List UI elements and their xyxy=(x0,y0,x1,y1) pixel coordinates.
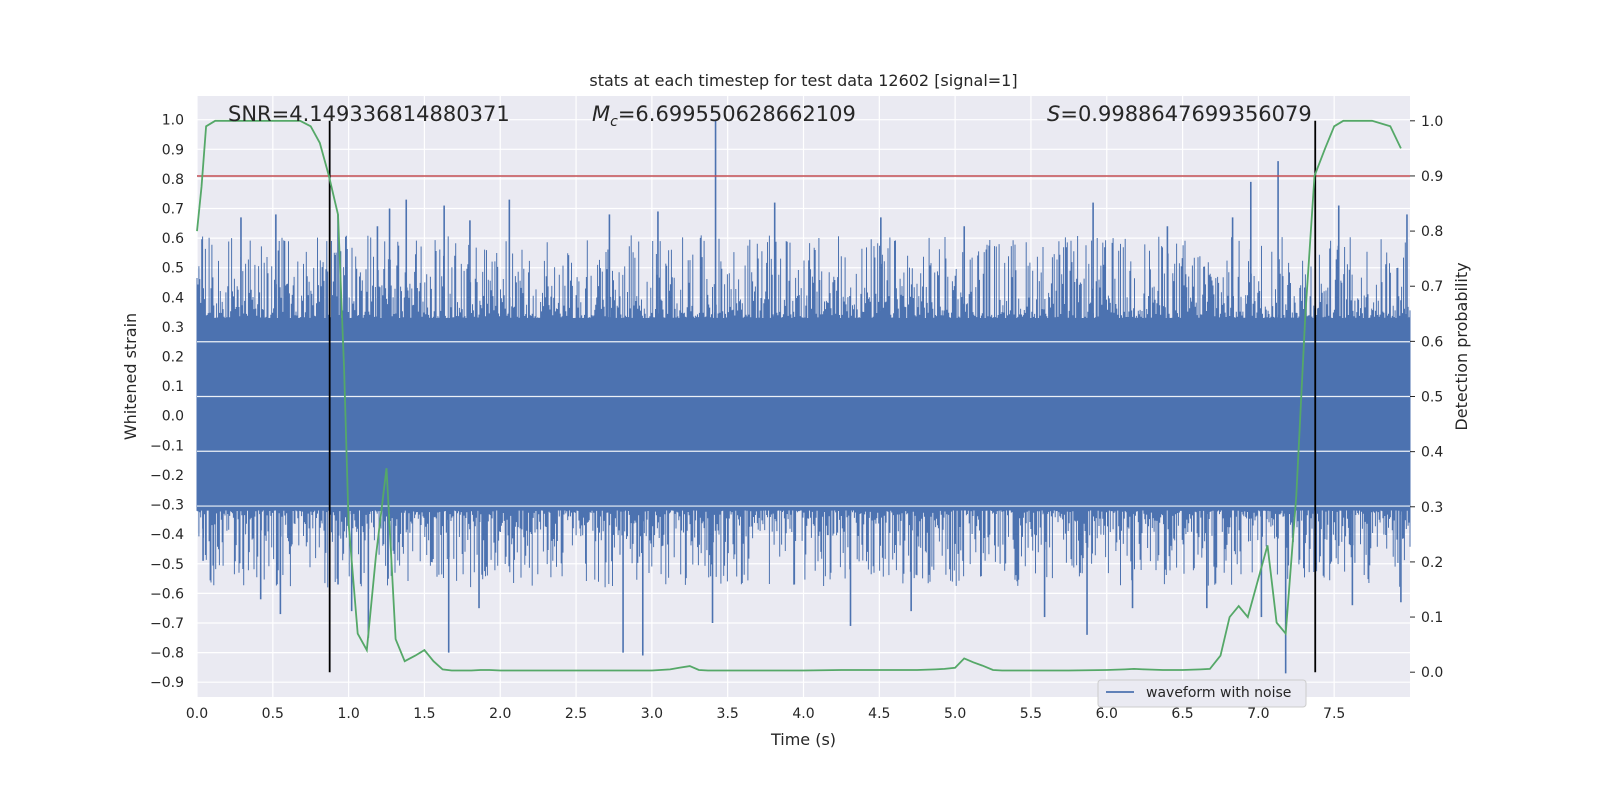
x-tick-label: 1.0 xyxy=(337,706,359,722)
y-tick-label: 0.4 xyxy=(162,290,184,306)
s-symbol: S xyxy=(1047,102,1060,126)
y-right-tick-label: 0.1 xyxy=(1421,610,1443,626)
mc-symbol: M xyxy=(592,102,610,126)
waveform-noise-line xyxy=(196,235,1411,588)
y-right-tick-label: 0.8 xyxy=(1421,224,1443,240)
detection-probability-line xyxy=(196,119,1402,672)
y-tick-label: −0.3 xyxy=(150,498,184,514)
x-tick-label: 3.0 xyxy=(641,706,663,722)
x-tick-label: 0.5 xyxy=(262,706,284,722)
y-tick-label: 0.1 xyxy=(162,379,184,395)
chart-title: stats at each timestep for test data 126… xyxy=(589,71,1017,90)
y-tick-label: −0.4 xyxy=(150,527,184,543)
x-tick-label: 5.5 xyxy=(1020,706,1042,722)
y-tick-label: −0.9 xyxy=(150,675,184,691)
x-tick-label: 0.0 xyxy=(186,706,208,722)
y-axis-right-label: Detection probability xyxy=(1452,262,1471,430)
y-tick-label: −0.2 xyxy=(150,468,184,484)
x-tick-label: 2.5 xyxy=(565,706,587,722)
overlay-layer xyxy=(197,120,1410,673)
x-tick-label: 7.5 xyxy=(1323,706,1345,722)
x-tick-label: 5.0 xyxy=(944,706,966,722)
legend-box xyxy=(1097,679,1307,708)
x-tick-label: 6.0 xyxy=(1096,706,1118,722)
chirp-mass-annotation: Mc=6.699550628662109 xyxy=(592,102,856,130)
x-tick-label: 2.0 xyxy=(489,706,511,722)
mc-subscript: c xyxy=(610,114,618,130)
tick-labels: 0.0 0.5 1.0 1.5 2.0 2.5 3.0 3.5 4.0 4.5 5.0 5.5 6.0 6… xyxy=(150,113,1443,722)
x-tick-label: 4.5 xyxy=(868,706,890,722)
y-right-tick-label: 0.5 xyxy=(1421,390,1443,406)
y-right-tick-label: 0.7 xyxy=(1421,279,1443,295)
x-tick-label: 6.5 xyxy=(1171,706,1193,722)
y-right-tick-label: 0.0 xyxy=(1421,665,1443,681)
y-tick-label: 0.5 xyxy=(162,261,184,277)
y-tick-label: 0.2 xyxy=(162,350,184,366)
y-right-tick-label: 0.2 xyxy=(1421,555,1443,571)
y-tick-label: −0.1 xyxy=(150,438,184,454)
y-tick-label: 1.0 xyxy=(162,113,184,129)
legend-label: waveform with noise xyxy=(1146,685,1291,701)
y-right-tick-label: 1.0 xyxy=(1421,114,1443,130)
x-tick-label: 4.0 xyxy=(792,706,814,722)
y-right-tick-label: 0.4 xyxy=(1421,445,1443,461)
s-value: =0.9988647699356079 xyxy=(1060,102,1311,126)
snr-annotation: SNR=4.149336814880371 xyxy=(228,102,510,126)
y-tick-label: −0.5 xyxy=(150,557,184,573)
x-axis-label: Time (s) xyxy=(770,730,836,749)
score-annotation: S=0.9988647699356079 xyxy=(1047,102,1312,126)
x-tick-label: 7.0 xyxy=(1247,706,1269,722)
y-right-tick-label: 0.9 xyxy=(1421,169,1443,185)
y-axis-label: Whitened strain xyxy=(121,313,140,440)
y-right-tick-label: 0.3 xyxy=(1421,500,1443,516)
y-tick-label: 0.7 xyxy=(162,202,184,218)
x-tick-label: 3.5 xyxy=(717,706,739,722)
mc-value: =6.699550628662109 xyxy=(618,102,856,126)
y-tick-label: 0.6 xyxy=(162,231,184,247)
y-right-tick-label: 0.6 xyxy=(1421,334,1443,350)
y-tick-label: 0.0 xyxy=(162,409,184,425)
y-tick-label: −0.6 xyxy=(150,586,184,602)
y-tick-label: −0.7 xyxy=(150,616,184,632)
legend: waveform with noise xyxy=(1097,679,1307,708)
y-tick-label: −0.8 xyxy=(150,646,184,662)
x-tick-label: 1.5 xyxy=(413,706,435,722)
y-tick-label: 0.3 xyxy=(162,320,184,336)
probability-series xyxy=(196,119,1402,672)
y-tick-label: 0.9 xyxy=(162,142,184,158)
y-tick-label: 0.8 xyxy=(162,172,184,188)
